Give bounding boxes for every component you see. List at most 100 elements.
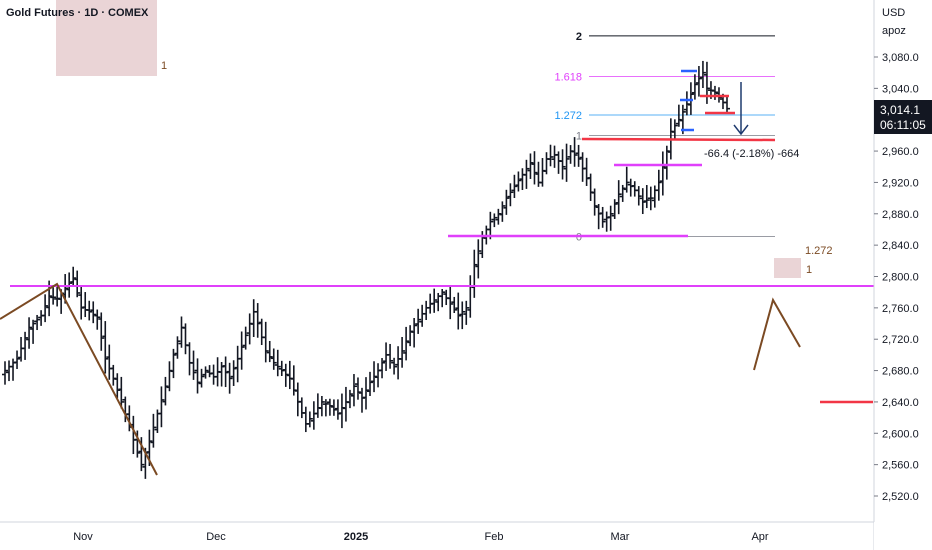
ohlc-bar: [14, 350, 21, 370]
price-tick-label: 2,560.0: [882, 460, 919, 472]
ohlc-bar: [70, 266, 77, 287]
ohlc-bar: [411, 318, 418, 348]
current-price-countdown: 06:11:05: [880, 118, 926, 132]
ohlc-bar: [607, 205, 614, 231]
ohlc-bar: [671, 119, 678, 140]
price-tick-label: 2,880.0: [882, 209, 919, 221]
ohlc-bar: [523, 159, 530, 189]
price-tick-label: 2,920.0: [882, 177, 919, 189]
ohlc-bar: [487, 211, 494, 240]
ohlc-bar: [559, 149, 566, 180]
ohlc-bar: [387, 343, 394, 369]
fib-level-label: 1.272: [554, 110, 582, 122]
ohlc-bar: [30, 319, 37, 344]
ohlc-bar: [659, 151, 666, 196]
ohlc-bar: [599, 206, 606, 228]
time-tick-label: 2025: [344, 531, 368, 543]
ohlc-bar: [563, 143, 570, 182]
ohlc-bar: [274, 349, 281, 377]
ohlc-bar: [623, 166, 630, 193]
ohlc-bar: [635, 186, 642, 206]
ohlc-bar: [170, 348, 177, 379]
ohlc-bar: [98, 312, 105, 351]
currency-label[interactable]: USD: [882, 7, 905, 19]
time-tick-label: Apr: [751, 531, 768, 543]
price-tick-label: 2,520.0: [882, 491, 919, 503]
time-tick-label: Dec: [206, 531, 226, 543]
time-tick-label: Nov: [73, 531, 93, 543]
chart-title: Gold Futures · 1D · COMEX: [6, 7, 149, 19]
ohlc-bar: [150, 413, 157, 448]
box-label-right: 1: [806, 264, 812, 276]
ohlc-bar: [695, 66, 702, 97]
ohlc-bar: [591, 188, 598, 216]
fib-level-label: 1: [576, 130, 582, 142]
ohlc-bar: [242, 326, 249, 350]
ohlc-bar: [415, 308, 422, 334]
price-tick-label: 3,080.0: [882, 52, 919, 64]
ohlc-bar: [326, 398, 333, 416]
ohlc-bar: [230, 360, 237, 386]
ohlc-bar: [367, 371, 374, 397]
ohlc-bar: [266, 340, 273, 363]
red-resistance-line: [581, 137, 776, 142]
axis-corner: [874, 522, 932, 550]
ohlc-bar: [190, 350, 197, 380]
time-axis-ticks[interactable]: Nov Dec 2025 Feb Mar Apr: [73, 531, 769, 543]
price-tick-label: 2,760.0: [882, 303, 919, 315]
brown-zigzag-left: [0, 282, 158, 476]
price-tick-label: 2,800.0: [882, 272, 919, 284]
ohlc-bar: [611, 199, 618, 219]
fib-level-label: 0: [576, 232, 582, 244]
box-label-right-top: 1.272: [805, 245, 833, 257]
fib-level-label: 2: [576, 31, 582, 43]
ohlc-bar: [363, 377, 369, 410]
ohlc-bar: [647, 186, 654, 211]
ohlc-bar: [699, 60, 706, 88]
time-tick-label: Mar: [611, 531, 630, 543]
ohlc-bar: [439, 288, 446, 308]
ohlc-bar: [491, 213, 498, 228]
ohlc-bar: [663, 145, 670, 180]
ohlc-bar: [134, 430, 141, 458]
ohlc-bar: [114, 373, 121, 399]
price-tick-label: 2,840.0: [882, 240, 919, 252]
ohlc-bar: [102, 321, 109, 374]
ohlc-bar: [174, 336, 181, 359]
ohlc-bar: [162, 376, 169, 406]
ohlc-bar: [318, 395, 325, 417]
down-arrow-icon: [733, 82, 749, 136]
ohlc-bar: [399, 337, 406, 368]
ohlc-bar: [507, 183, 514, 207]
ohlc-bar: [42, 294, 49, 323]
ohlc-bar: [86, 300, 93, 321]
chart-pane[interactable]: [0, 0, 874, 522]
ohlc-bar: [511, 174, 518, 199]
ohlc-bar: [711, 85, 718, 100]
ohlc-bar: [619, 184, 626, 202]
ohlc-bar: [118, 376, 125, 409]
price-axis-ticks[interactable]: 3,080.03,040.03,000.02,960.02,920.02,880…: [874, 52, 919, 503]
axis-mode-label[interactable]: apoz: [882, 25, 906, 37]
ohlc-bar: [94, 309, 101, 330]
ohlc-bar: [643, 185, 650, 209]
ohlc-bar: [527, 153, 534, 179]
ohlc-bar: [226, 362, 233, 394]
ohlc-bar: [222, 356, 229, 388]
ohlc-bar: [194, 358, 201, 394]
ohlc-bar: [691, 74, 698, 100]
price-tick-label: 2,600.0: [882, 428, 919, 440]
ohlc-bar: [571, 137, 578, 167]
brown-zigzag-right: [753, 297, 801, 371]
ohlc-bar: [515, 171, 522, 192]
current-price-tag: 3,014.1 06:11:05: [874, 100, 932, 134]
ohlc-bar: [475, 239, 482, 279]
ohlc-bar: [615, 180, 622, 215]
ohlc-bar: [639, 188, 646, 215]
ohlc-bar: [459, 301, 466, 330]
highlight-box-top: [56, 0, 157, 76]
ohlc-bar: [547, 144, 554, 167]
ohlc-bar: [22, 331, 29, 360]
ohlc-bar: [330, 399, 337, 416]
